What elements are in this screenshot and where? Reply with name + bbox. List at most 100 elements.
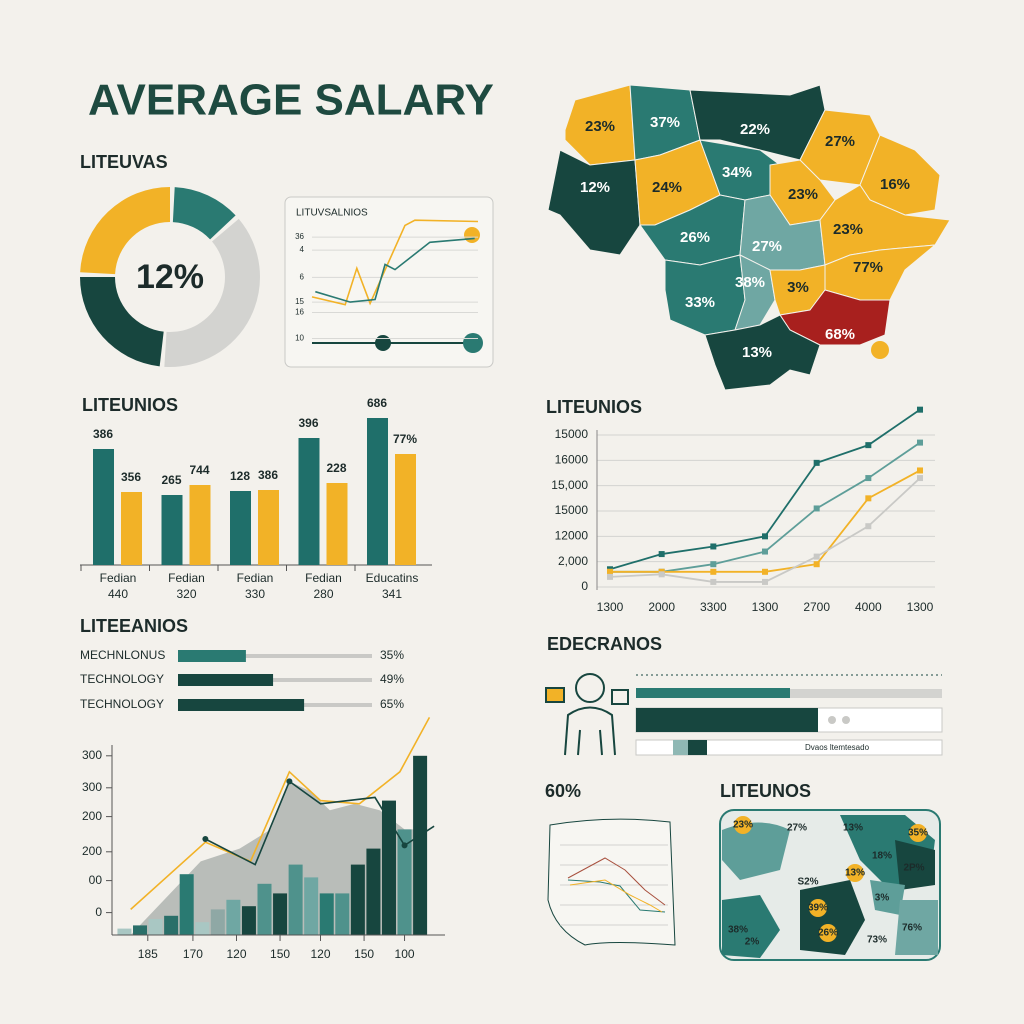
line bbox=[130, 717, 431, 910]
bar-label: 386 bbox=[258, 468, 278, 482]
marker bbox=[658, 551, 665, 558]
bar bbox=[178, 650, 246, 662]
x-tick-label: 4000 bbox=[855, 600, 882, 614]
marker bbox=[865, 442, 872, 449]
bar bbox=[179, 874, 194, 935]
panel-bar bbox=[673, 740, 688, 755]
map2-label: 26% bbox=[818, 928, 838, 939]
bar bbox=[164, 915, 179, 935]
y-tick-label: 10 bbox=[295, 334, 304, 343]
bar bbox=[195, 922, 210, 935]
map2-marker bbox=[909, 824, 927, 842]
page-title: AVERAGE SALARY bbox=[88, 76, 494, 125]
x-tick-label: 1300 bbox=[597, 600, 624, 614]
map2-label: 2% bbox=[745, 937, 760, 948]
bar bbox=[298, 438, 320, 565]
line bbox=[311, 219, 479, 306]
y-tick-label: 15 bbox=[295, 297, 304, 306]
marker bbox=[917, 467, 923, 474]
dot bbox=[828, 716, 836, 724]
y-tick-label: 15000 bbox=[555, 503, 589, 517]
bar bbox=[178, 699, 305, 711]
map-region-label: 27% bbox=[752, 238, 782, 255]
panel-caption: Dvaos ltemtesado bbox=[805, 743, 870, 752]
x-tick-label: 120 bbox=[310, 947, 330, 961]
slider-knob bbox=[375, 335, 391, 351]
marker bbox=[762, 533, 768, 540]
map2-label: 39% bbox=[808, 903, 828, 914]
marker bbox=[813, 561, 820, 568]
bar bbox=[273, 893, 288, 935]
y-tick-label: 4 bbox=[300, 245, 305, 254]
bar bbox=[241, 906, 256, 935]
x-tick-label: 1300 bbox=[907, 600, 934, 614]
bar bbox=[367, 418, 388, 565]
y-tick-label: 2,000 bbox=[558, 554, 588, 568]
value-label: 35% bbox=[380, 648, 404, 662]
panel-bar bbox=[636, 708, 818, 732]
marker bbox=[917, 475, 923, 482]
y-tick-label: 0 bbox=[581, 579, 588, 593]
chart-title: LITUVSALNIOS bbox=[296, 208, 368, 219]
map-region-label: 23% bbox=[788, 186, 818, 203]
marker bbox=[865, 475, 872, 482]
marker bbox=[813, 459, 820, 466]
map-region-label: 37% bbox=[650, 114, 680, 131]
donut-segment bbox=[164, 218, 260, 368]
map-region-label: 38% bbox=[735, 274, 765, 291]
map2-label: 2P% bbox=[903, 863, 924, 874]
marker bbox=[865, 495, 872, 502]
bar-label: 128 bbox=[230, 469, 250, 483]
marker bbox=[202, 836, 209, 842]
map2-label: 35% bbox=[908, 828, 928, 839]
dot bbox=[464, 227, 480, 243]
x-tick-label: 280 bbox=[313, 587, 333, 601]
small-chart-line bbox=[567, 879, 666, 913]
map-region-label: 27% bbox=[825, 133, 855, 150]
map2-label: 76% bbox=[902, 923, 922, 934]
panel-bar bbox=[688, 740, 707, 755]
small-chart-line bbox=[567, 857, 666, 906]
category-label: MECHNLONUS bbox=[80, 648, 165, 662]
bar-label: 228 bbox=[326, 461, 346, 475]
bar bbox=[319, 893, 334, 935]
map-region-label: 26% bbox=[680, 229, 710, 246]
map2-marker bbox=[819, 924, 837, 942]
bar bbox=[381, 800, 396, 935]
map2-title: LITEUNOS bbox=[720, 781, 811, 801]
bar bbox=[189, 485, 211, 565]
x-tick-label: 2700 bbox=[803, 600, 830, 614]
map2-shapes bbox=[722, 815, 938, 958]
x-tick-label: Fedian bbox=[168, 571, 205, 585]
small-chart-title: 60% bbox=[545, 781, 581, 801]
marker bbox=[607, 573, 613, 580]
x-tick-label: 100 bbox=[395, 947, 415, 961]
map2-label: 38% bbox=[728, 925, 748, 936]
x-tick-label: Fedian bbox=[100, 571, 137, 585]
small-chart-frame bbox=[547, 818, 676, 946]
bar bbox=[121, 492, 142, 565]
bar bbox=[148, 919, 163, 935]
bar bbox=[226, 899, 241, 935]
category-label: TECHNOLOGY bbox=[80, 697, 164, 711]
y-tick-label: 200 bbox=[82, 844, 102, 858]
map-region bbox=[547, 149, 641, 256]
donut-center-label: 12% bbox=[136, 258, 204, 296]
x-tick-label: 330 bbox=[245, 587, 265, 601]
line bbox=[315, 237, 475, 303]
small-chart-line bbox=[569, 879, 663, 913]
bar bbox=[161, 495, 183, 565]
y-tick-label: 300 bbox=[82, 780, 102, 794]
bar bbox=[258, 490, 279, 565]
marker bbox=[286, 778, 293, 785]
x-tick-label: 150 bbox=[354, 947, 374, 961]
y-tick-label: 15000 bbox=[555, 427, 589, 441]
y-tick-label: 00 bbox=[89, 873, 103, 887]
marker bbox=[813, 505, 820, 512]
x-tick-label: 2000 bbox=[648, 600, 675, 614]
marker bbox=[401, 842, 408, 849]
y-tick-label: 36 bbox=[295, 232, 304, 241]
marker bbox=[710, 568, 717, 575]
chart-title: LITEUNIOS bbox=[546, 397, 642, 417]
x-tick-label: 440 bbox=[108, 587, 128, 601]
